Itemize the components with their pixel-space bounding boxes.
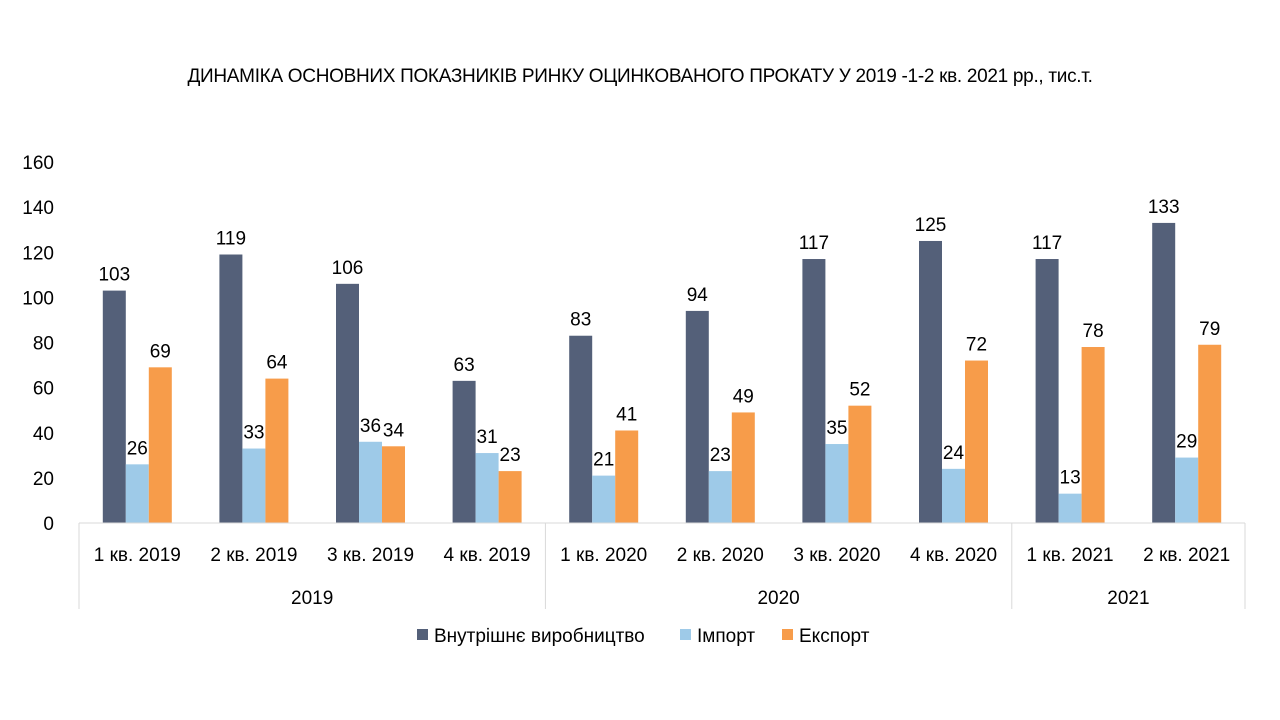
chart-title: ДИНАМІКА ОСНОВНИХ ПОКАЗНИКІВ РИНКУ ОЦИНК… xyxy=(187,66,1093,87)
bar xyxy=(359,441,382,523)
x-category-label: 3 кв. 2020 xyxy=(793,545,880,566)
data-label: 72 xyxy=(966,335,987,356)
bar xyxy=(615,430,639,523)
x-category-label: 1 кв. 2019 xyxy=(94,545,181,566)
x-group-label: 2020 xyxy=(757,588,799,609)
data-label: 26 xyxy=(127,438,148,459)
data-label: 35 xyxy=(826,418,847,439)
bar xyxy=(498,471,522,523)
bar xyxy=(336,283,359,523)
data-label: 117 xyxy=(799,233,829,254)
bar xyxy=(708,471,732,523)
bar xyxy=(848,405,872,523)
data-label: 69 xyxy=(150,341,171,362)
data-label: 83 xyxy=(570,310,591,331)
data-label: 23 xyxy=(710,445,731,466)
bar xyxy=(219,254,243,523)
bar xyxy=(1058,493,1082,523)
y-tick-label: 20 xyxy=(33,469,54,490)
bar xyxy=(452,380,476,523)
legend-swatch xyxy=(680,629,691,640)
data-label: 94 xyxy=(687,285,709,306)
bar xyxy=(1152,222,1176,523)
bar xyxy=(965,360,988,523)
data-label: 117 xyxy=(1032,233,1062,254)
bars xyxy=(102,222,1222,523)
x-category-label: 1 кв. 2020 xyxy=(560,545,647,566)
legend: Внутрішнє виробництво Імпорт Експорт xyxy=(417,626,870,647)
bar xyxy=(942,468,965,523)
data-label: 36 xyxy=(360,416,381,437)
data-label: 52 xyxy=(849,380,870,401)
y-tick-label: 0 xyxy=(43,514,54,535)
y-axis-ticks: 0 20 40 60 80 100 120 140 160 xyxy=(22,153,54,535)
data-label: 106 xyxy=(332,258,364,279)
x-category-label: 1 кв. 2021 xyxy=(1027,545,1114,566)
data-label: 63 xyxy=(454,355,475,376)
x-axis: 1 кв. 2019 2 кв. 2019 3 кв. 2019 4 кв. 2019… xyxy=(78,522,1246,609)
bar xyxy=(125,464,149,523)
data-label: 31 xyxy=(477,427,498,448)
x-category-label: 2 кв. 2020 xyxy=(677,545,764,566)
data-label: 103 xyxy=(98,265,130,286)
bar xyxy=(382,446,405,523)
y-tick-label: 160 xyxy=(22,153,54,174)
bar xyxy=(569,335,593,523)
data-label: 41 xyxy=(616,404,637,425)
data-label: 79 xyxy=(1199,319,1220,340)
y-tick-label: 120 xyxy=(22,243,54,264)
data-label: 33 xyxy=(243,423,264,444)
x-category-label: 4 кв. 2019 xyxy=(444,545,531,566)
data-label: 119 xyxy=(216,229,246,250)
y-tick-label: 40 xyxy=(33,424,54,445)
bar xyxy=(1175,457,1199,523)
bar xyxy=(802,259,826,523)
legend-swatch xyxy=(782,629,793,640)
x-group-label: 2019 xyxy=(291,588,333,609)
bar xyxy=(148,367,172,523)
bar xyxy=(919,240,942,523)
bar xyxy=(685,310,709,523)
data-label: 34 xyxy=(383,420,405,441)
x-category-label: 4 кв. 2020 xyxy=(910,545,997,566)
x-group-label: 2021 xyxy=(1107,588,1149,609)
y-tick-label: 100 xyxy=(22,288,54,309)
x-category-label: 2 кв. 2021 xyxy=(1143,545,1230,566)
legend-swatch xyxy=(417,629,428,640)
bar xyxy=(265,378,289,523)
bar xyxy=(475,453,499,523)
legend-label: Внутрішнє виробництво xyxy=(434,626,645,647)
data-label: 133 xyxy=(1148,197,1180,218)
bar xyxy=(1081,347,1105,523)
data-label: 29 xyxy=(1176,432,1197,453)
x-category-label: 2 кв. 2019 xyxy=(210,545,297,566)
data-label: 64 xyxy=(266,353,288,374)
data-label: 24 xyxy=(943,443,965,464)
y-tick-label: 80 xyxy=(33,334,54,355)
data-label: 23 xyxy=(500,445,521,466)
bar xyxy=(102,290,126,523)
data-label: 49 xyxy=(733,386,754,407)
bar xyxy=(825,444,849,523)
legend-label: Імпорт xyxy=(697,626,755,647)
bar xyxy=(242,448,266,523)
bar xyxy=(592,475,616,523)
data-label: 21 xyxy=(593,450,614,471)
bar xyxy=(1198,344,1222,523)
y-tick-label: 60 xyxy=(33,379,54,400)
bar xyxy=(731,412,755,523)
y-tick-label: 140 xyxy=(22,198,54,219)
data-label: 125 xyxy=(915,215,947,236)
legend-label: Експорт xyxy=(799,626,870,647)
data-label: 13 xyxy=(1060,468,1081,489)
x-category-label: 3 кв. 2019 xyxy=(327,545,414,566)
data-label: 78 xyxy=(1083,321,1104,342)
bar xyxy=(1035,259,1059,523)
